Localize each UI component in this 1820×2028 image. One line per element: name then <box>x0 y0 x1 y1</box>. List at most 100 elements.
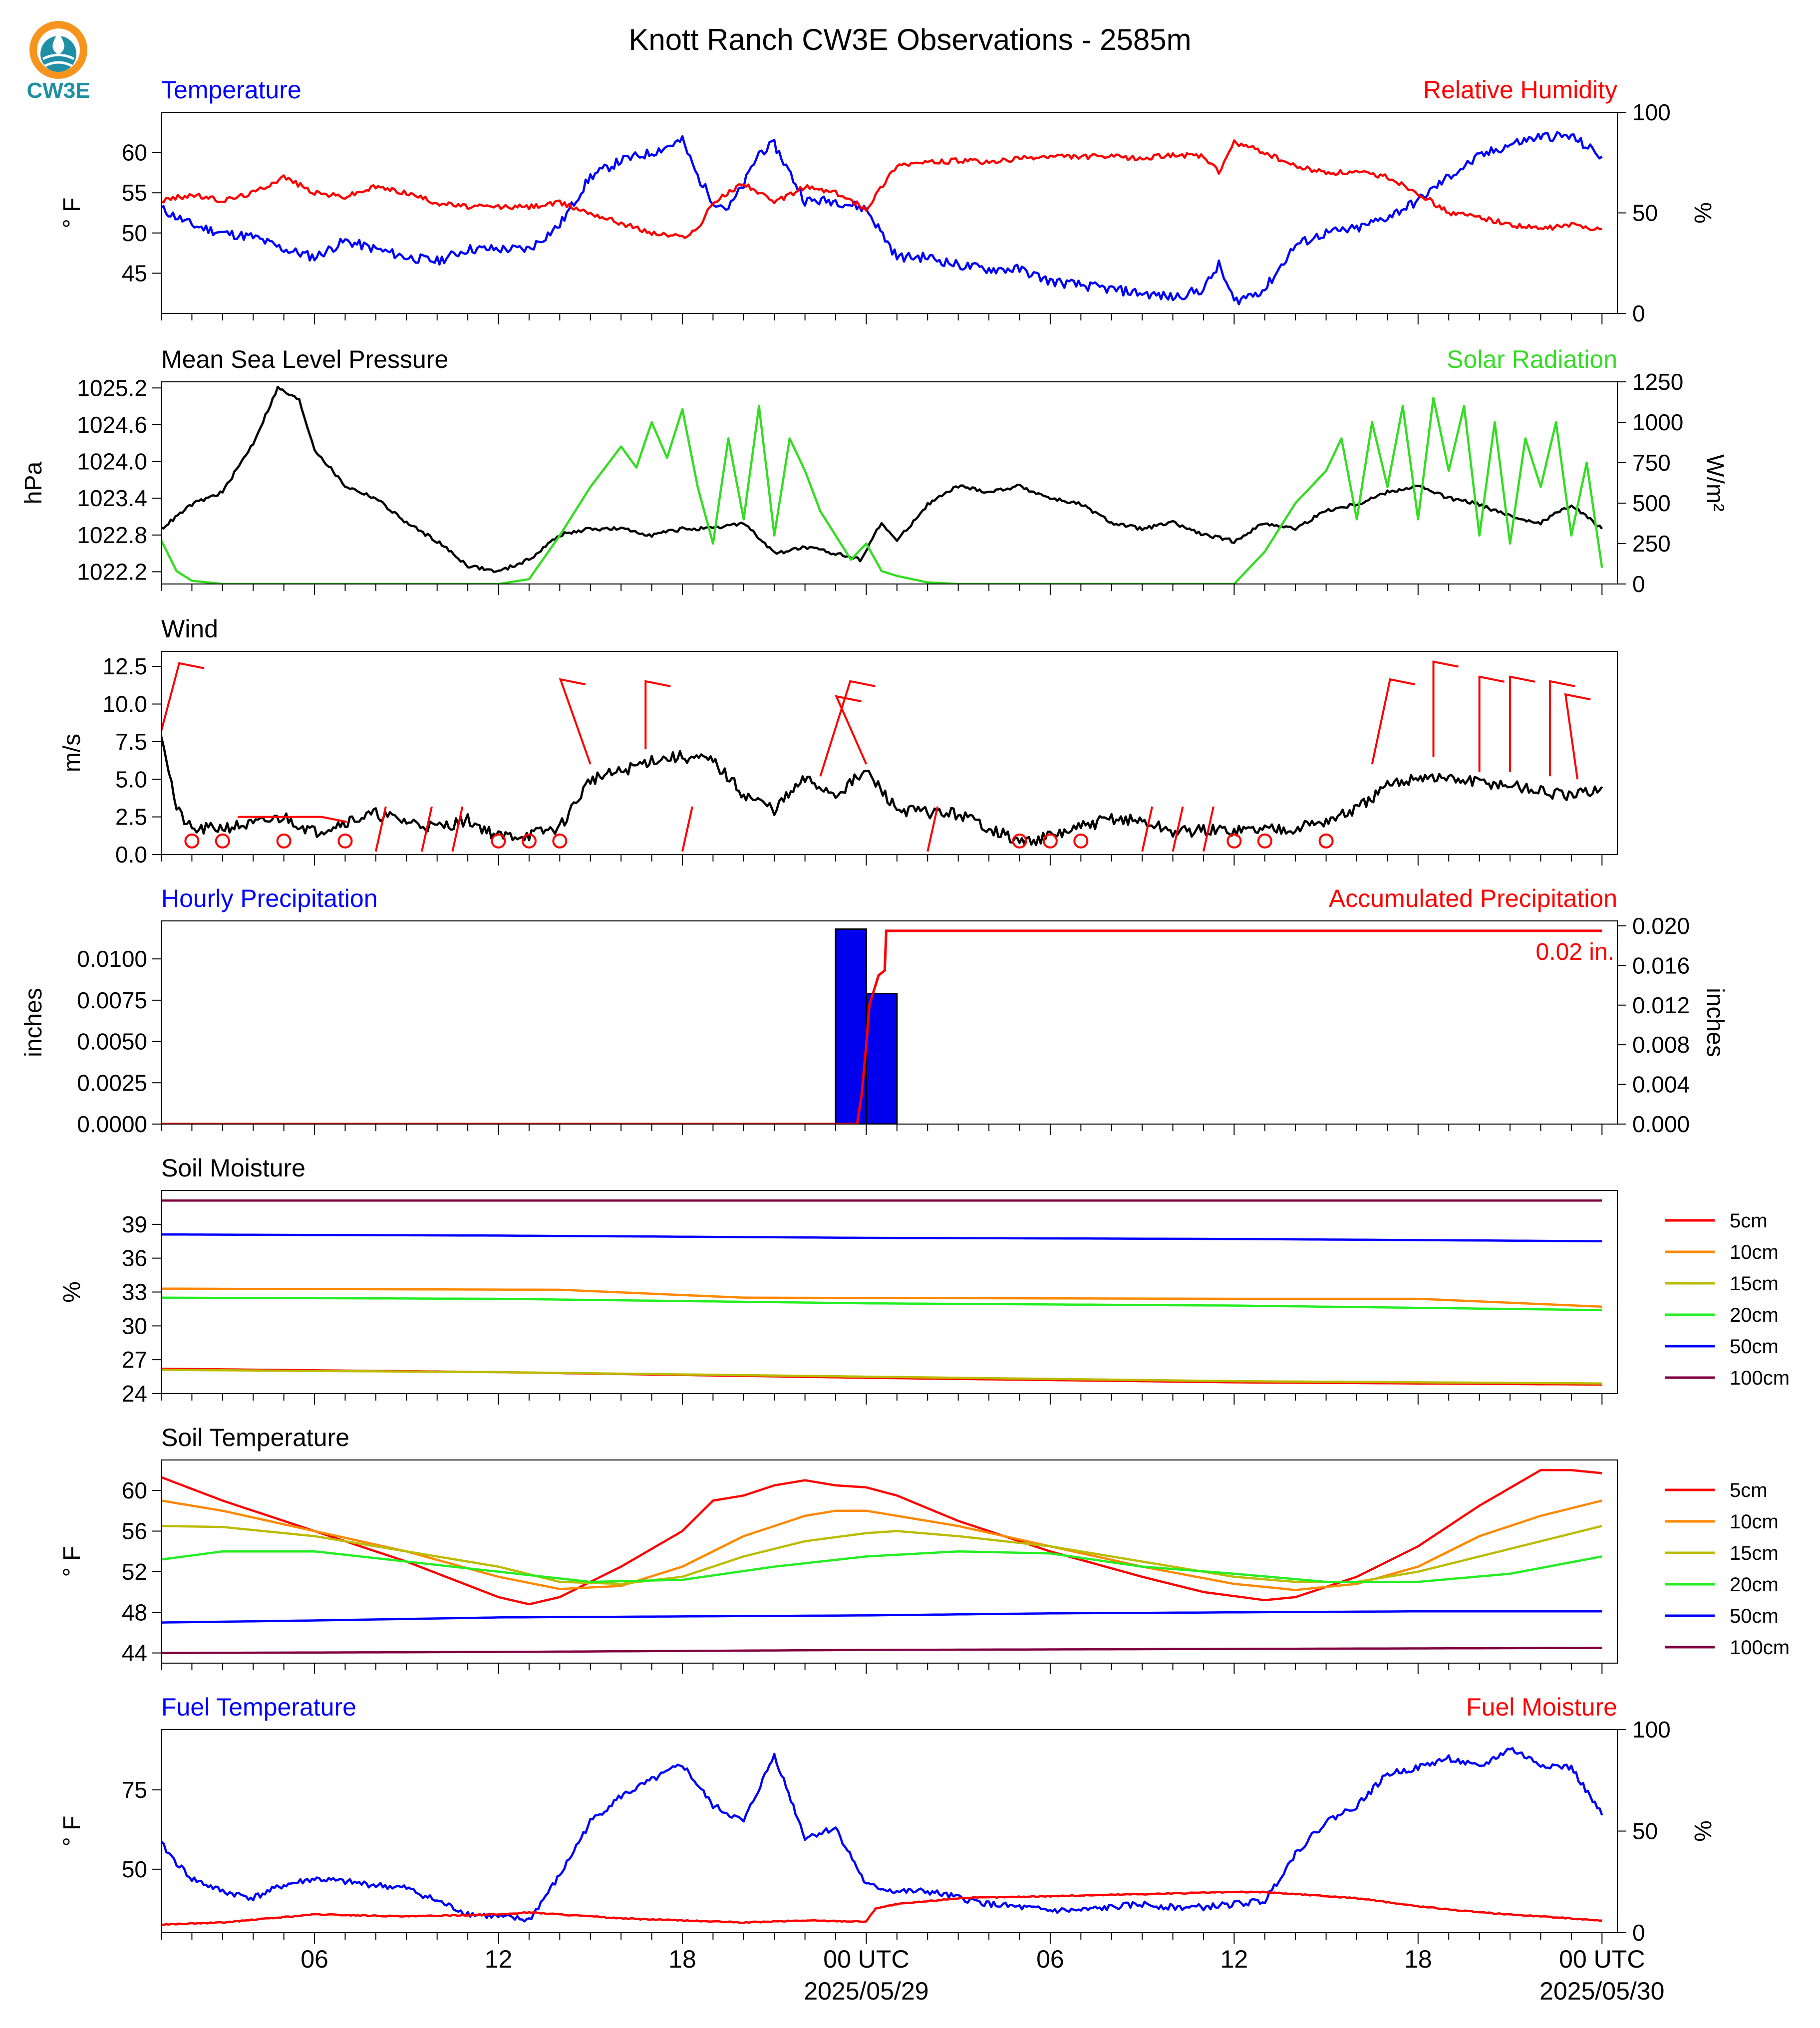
x-tick-label-1: 12 <box>485 1945 513 1973</box>
calm-wind-circle-11 <box>1257 833 1272 849</box>
left-tick-label-0: 50 <box>122 1856 147 1882</box>
series-line-temperature <box>161 131 1603 305</box>
left-tick-label-2: 30 <box>122 1313 147 1339</box>
wind-barb-low-1 <box>421 806 433 852</box>
x-ticks <box>161 1124 1603 1135</box>
right-tick-label-4: 0.016 <box>1632 952 1690 978</box>
left-axis: 50 75 ° F <box>59 1777 161 1882</box>
wind-barb-low-0 <box>374 806 387 852</box>
left-tick-label-1: 27 <box>122 1347 147 1373</box>
left-tick-label-4: 60 <box>122 1477 147 1503</box>
calm-wind-circle-0 <box>184 833 200 849</box>
legend-label-5: 100cm <box>1730 1637 1790 1659</box>
left-axis-label: inches <box>20 988 47 1057</box>
x-ticks <box>161 1663 1603 1674</box>
x-ticks <box>161 855 1603 866</box>
wind-barb-low-5 <box>1141 806 1154 852</box>
right-axis-label: inches <box>1702 988 1728 1057</box>
right-tick-label-1: 250 <box>1632 531 1671 557</box>
right-axis: 0 50 100% <box>1617 1717 1716 1946</box>
panel-title-left: Wind <box>161 615 218 643</box>
x-ticks <box>161 1394 1603 1405</box>
panel-title-left: Fuel Temperature <box>161 1693 356 1721</box>
panel-title-left: Temperature <box>161 76 302 104</box>
series-line-solar-radiation <box>161 397 1603 584</box>
left-tick-label-0: 24 <box>122 1381 147 1407</box>
x-tick-label-0: 06 <box>301 1945 328 1973</box>
wind-barb-low-6 <box>1172 806 1184 852</box>
series-line-20cm <box>161 1296 1602 1311</box>
left-tick-label-3: 60 <box>122 140 147 166</box>
left-tick-label-5: 12.5 <box>102 653 147 679</box>
left-axis: 44 48 52 56 60 ° F <box>59 1477 161 1666</box>
accumulated-total-label: 0.02 in. <box>1536 939 1614 965</box>
wind-barb-7 <box>1432 660 1459 757</box>
calm-wind-circle-1 <box>215 833 230 849</box>
right-tick-label-1: 50 <box>1632 200 1658 226</box>
panels: Temperature Relative Humidity 45 50 55 60 ° F 0… <box>20 76 1728 1946</box>
left-tick-label-3: 0.0075 <box>77 987 147 1013</box>
x-ticks <box>161 1933 1603 1944</box>
wind-barb-low-4 <box>926 806 939 852</box>
legend-soil_moisture: 5cm 10cm 15cm 20cm 50cm 100cm <box>1665 1210 1790 1389</box>
plot-area <box>161 1199 1602 1386</box>
wind-barb-0 <box>161 662 205 732</box>
left-tick-label-0: 45 <box>122 260 147 286</box>
left-tick-label-0: 0.0000 <box>77 1111 147 1137</box>
left-tick-label-4: 10.0 <box>102 691 147 717</box>
left-tick-label-4: 1024.6 <box>77 412 147 438</box>
wind-barb-5 <box>835 695 868 765</box>
left-tick-label-4: 0.0100 <box>77 946 147 972</box>
calm-wind-circle-2 <box>276 833 292 849</box>
calm-wind-circle-10 <box>1226 833 1242 849</box>
right-tick-label-0: 0 <box>1632 1920 1645 1946</box>
panel-frame <box>161 381 1618 584</box>
panel-title-right: Accumulated Precipitation <box>1329 884 1617 912</box>
calm-wind-circle-9 <box>1073 833 1089 849</box>
wind-barb-4 <box>819 680 876 777</box>
panel-title-right: Relative Humidity <box>1423 76 1617 104</box>
wind-barb-11 <box>1564 693 1591 780</box>
left-tick-label-2: 1023.4 <box>77 485 147 511</box>
panel-wind: Wind 0.0 2.5 5.0 7.5 10.0 12.5 m/s <box>59 615 1618 868</box>
plot-area <box>161 131 1603 305</box>
x-ticks <box>161 313 1603 324</box>
calm-wind-circle-5 <box>521 833 537 849</box>
x-date-label-3: 2025/05/29 <box>804 1977 928 2005</box>
wind-barb-2 <box>559 678 592 765</box>
legend-label-1: 10cm <box>1730 1241 1779 1263</box>
cw3e-sun-drop-logo-icon <box>29 21 87 79</box>
right-tick-label-5: 0.020 <box>1632 913 1690 939</box>
wind-barb-low-3 <box>681 806 693 852</box>
right-axis-label: % <box>1689 202 1716 224</box>
panel-title-right: Solar Radiation <box>1447 345 1617 373</box>
x-tick-label-3: 00 UTC <box>823 1945 909 1973</box>
wind-barbs <box>161 660 1591 852</box>
wind-barb-3 <box>644 680 671 749</box>
left-axis: 0.0000 0.0025 0.0050 0.0075 0.0100 inches <box>20 946 161 1137</box>
left-axis-label: hPa <box>20 461 47 504</box>
figure-title: Knott Ranch CW3E Observations - 2585m <box>628 23 1191 56</box>
right-axis: 0 250 500 750 1000 1250 W/m² <box>1617 369 1728 597</box>
left-tick-label-2: 5.0 <box>115 766 147 792</box>
left-tick-label-0: 1022.2 <box>77 559 147 584</box>
precip-bar-1 <box>865 993 898 1124</box>
series-line-15cm <box>161 1369 1602 1385</box>
right-tick-label-2: 0.008 <box>1632 1032 1690 1058</box>
series-line-relative-humidity <box>161 139 1602 240</box>
series-line-wind-speed <box>161 736 1603 847</box>
right-tick-label-3: 0.012 <box>1632 992 1690 1018</box>
series-line-100cm <box>161 1647 1602 1654</box>
x-tick-label-4: 06 <box>1036 1945 1064 1973</box>
panel-soil_moisture: Soil Moisture 24 27 30 33 36 39% <box>59 1154 1618 1407</box>
left-axis-label: ° F <box>59 198 85 229</box>
right-tick-label-3: 750 <box>1632 450 1671 476</box>
calm-wind-circle-3 <box>337 833 353 849</box>
legend-soil_temp: 5cm 10cm 15cm 20cm 50cm 100cm <box>1665 1479 1790 1659</box>
right-tick-label-1: 0.004 <box>1632 1072 1690 1098</box>
wind-barb-8 <box>1478 675 1505 772</box>
legend-label-2: 15cm <box>1730 1273 1779 1295</box>
x-axis-labels: 06 12 18 00 UTC 2025/05/29 06 12 18 00 UTC 2025/0… <box>301 1945 1664 2005</box>
